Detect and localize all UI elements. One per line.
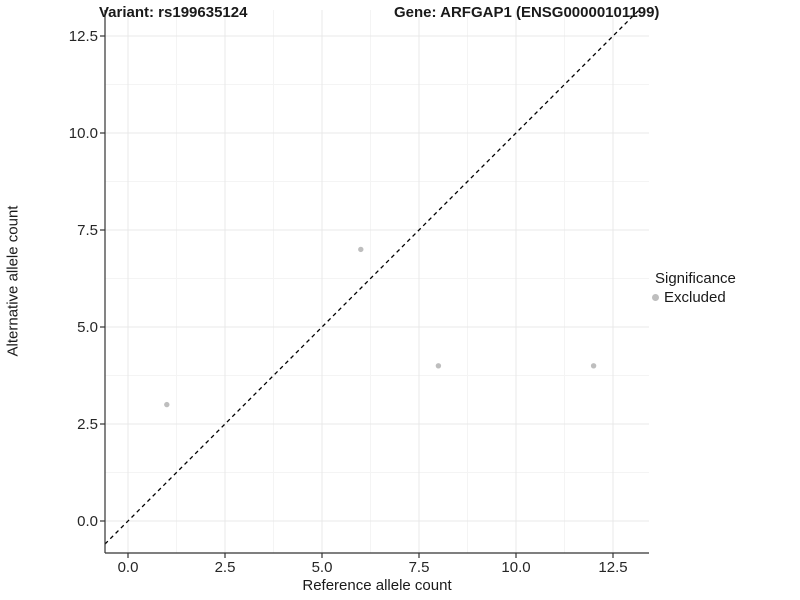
y-tick-label: 7.5 [77, 222, 98, 239]
data-point [164, 401, 170, 408]
plot-panel [105, 10, 649, 553]
data-point [358, 246, 364, 253]
legend-entry-excluded: Excluded [650, 288, 736, 307]
plot-title-gene: Gene: ARFGAP1 (ENSG00000101199) [394, 4, 660, 21]
x-tick-label: 2.5 [215, 559, 236, 576]
y-tick-label: 0.0 [77, 513, 98, 530]
x-tick-label: 7.5 [409, 559, 430, 576]
y-axis-title: Alternative allele count [4, 205, 22, 357]
x-tick-label: 12.5 [598, 559, 627, 576]
x-tick-label: 0.0 [118, 559, 139, 576]
data-point [590, 363, 597, 369]
y-tick-label: 12.5 [69, 28, 98, 45]
x-axis-title: Reference allele count [302, 577, 452, 594]
y-tick-label: 5.0 [77, 319, 98, 336]
identity-reference-line [104, 9, 640, 545]
y-tick-label: 2.5 [77, 416, 98, 433]
legend-title: Significance [655, 270, 736, 287]
legend: Significance Excluded [650, 269, 736, 307]
x-tick-label: 10.0 [501, 559, 530, 576]
x-tick-label: 5.0 [312, 559, 333, 576]
plot-title-variant: Variant: rs199635124 [99, 4, 248, 21]
data-point [435, 363, 442, 369]
legend-entry-label: Excluded [664, 289, 726, 306]
y-tick-label: 10.0 [69, 125, 98, 142]
legend-marker-dot [652, 294, 659, 301]
